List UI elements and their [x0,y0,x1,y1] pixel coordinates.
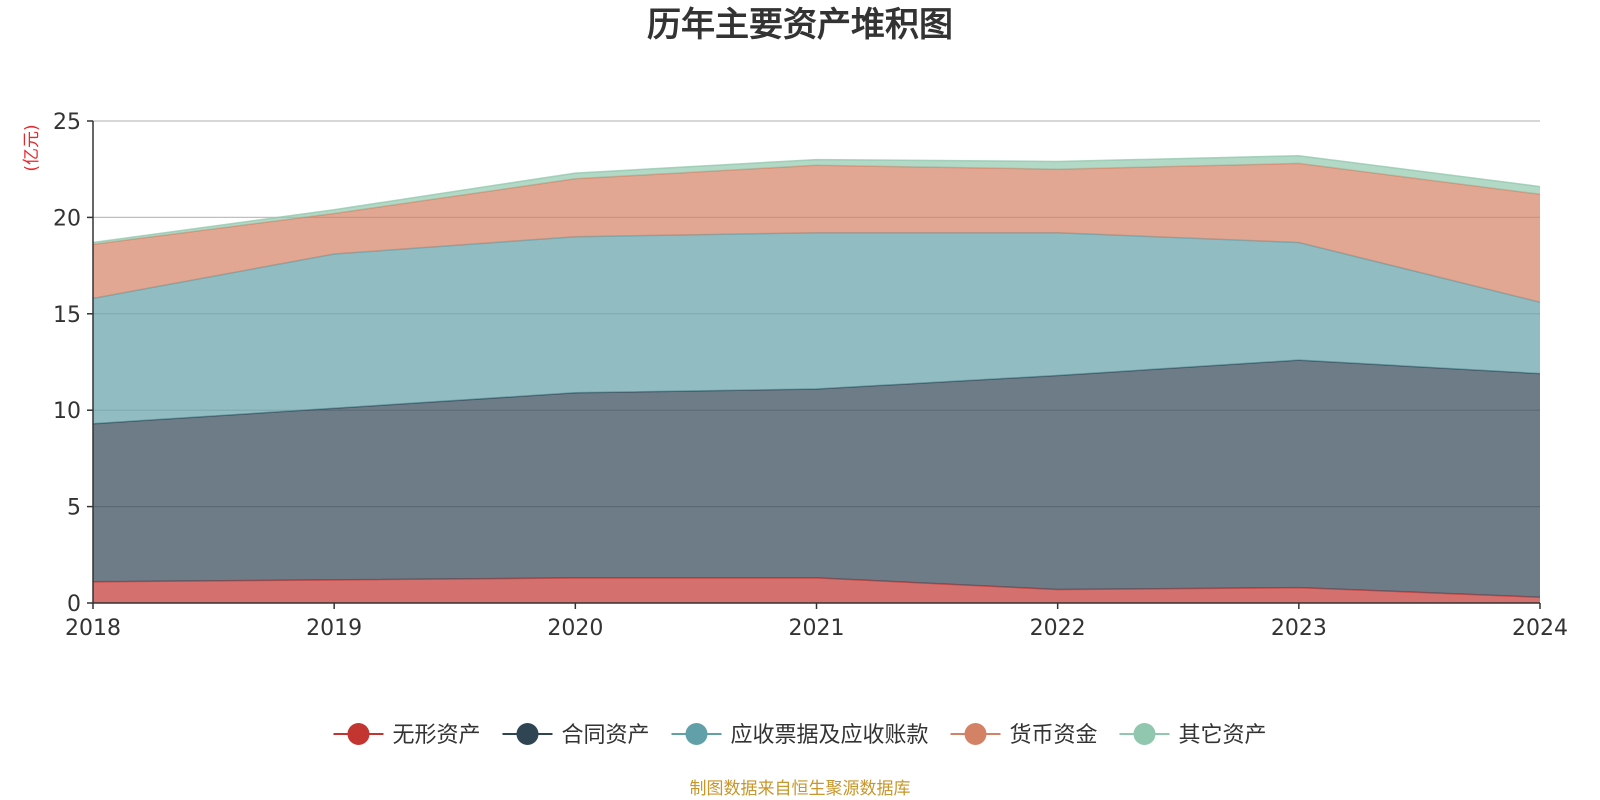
source-note: 制图数据来自恒生聚源数据库 [690,779,911,799]
legend-marker [964,723,987,745]
area-series-line-4 [92,154,1541,244]
legend-label: 其它资产 [1179,723,1267,748]
axes: 0 5 10 15 20 25 2018 2019 2020 2021 2022 2023 2024 [53,110,1568,641]
x-tick-label: 2020 [547,616,603,641]
legend-item-4: 其它资产 [1119,723,1267,748]
area-series [92,154,1541,603]
legend-item-0: 无形资产 [333,723,481,748]
y-axis-unit: (亿元) [22,124,42,171]
legend-label: 货币资金 [1010,723,1098,748]
legend-item-2: 应收票据及应收账款 [671,723,929,748]
area-series-2 [93,232,1540,424]
legend: 无形资产 合同资产 应收票据及应收账款 货币资金 其它资产 [333,723,1267,748]
x-tick-label: 2021 [789,616,845,641]
x-tick-label: 2019 [306,616,362,641]
legend-marker [685,723,708,745]
x-tick-label: 2024 [1512,616,1568,641]
x-tick-label: 2018 [65,616,121,641]
chart-title: 历年主要资产堆积图 [647,5,953,45]
y-tick-label: 10 [53,399,81,424]
legend-label: 无形资产 [392,723,480,748]
area-series-3 [93,163,1540,303]
legend-marker [347,723,370,745]
y-tick-label: 15 [53,303,81,328]
legend-item-1: 合同资产 [502,723,650,748]
y-tick-label: 20 [53,206,81,231]
y-tick-label: 5 [67,496,81,521]
legend-marker [516,723,539,745]
legend-item-3: 货币资金 [950,723,1098,748]
y-tick-label: 25 [53,110,81,135]
area-series-0 [93,577,1540,603]
legend-label: 合同资产 [561,723,649,748]
y-tick-label: 0 [67,592,81,617]
legend-label: 应收票据及应收账款 [730,723,928,748]
legend-marker [1133,723,1156,745]
x-tick-label: 2022 [1030,616,1086,641]
x-tick-label: 2023 [1271,616,1327,641]
area-series-1 [93,360,1540,598]
